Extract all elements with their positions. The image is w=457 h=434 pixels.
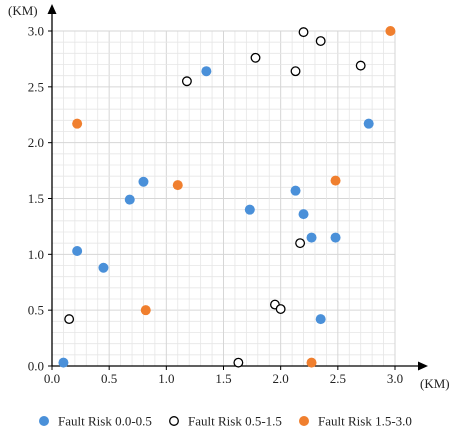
data-point-series-2 [355,60,366,71]
data-point-series-2 [250,52,261,63]
data-point-series-3 [385,26,396,36]
x-tick-label: 1.5 [215,371,231,386]
y-tick-label: 2.5 [28,79,44,94]
data-point-series-3 [72,118,83,129]
legend-label-series-3: Fault Risk 1.5-3.0 [318,414,412,429]
x-tick-label: 0.5 [101,371,117,386]
y-axis-unit: (KM) [8,3,38,18]
x-tick-label: 0.0 [44,371,60,386]
data-point-series-2 [315,36,326,47]
x-tick-label: 1.0 [158,371,174,386]
legend: Fault Risk 0.0-0.5 Fault Risk 0.5-1.5 Faul… [39,414,412,429]
data-point-series-2 [275,304,286,315]
grid [52,30,396,366]
data-point-series-2 [295,238,306,249]
data-point-series-1 [290,185,301,196]
data-point-series-1 [306,232,317,243]
y-tick-label: 0.5 [28,303,44,318]
data-point-series-2 [290,66,301,77]
data-point-series-2 [64,314,75,325]
data-point-series-1 [298,209,309,220]
data-point-series-1 [330,232,341,243]
data-point-series-1 [98,262,109,273]
x-tick-label: 3.0 [387,371,403,386]
data-point-series-1 [124,194,135,205]
data-point-series-2 [298,27,309,38]
data-point-series-2 [181,76,192,87]
y-tick-labels: 0.0 0.5 1.0 1.5 2.0 2.5 3.0 [28,24,44,374]
x-axis-arrow-icon [418,361,428,371]
x-tick-label: 2.0 [273,371,289,386]
x-tick-label: 2.5 [330,371,346,386]
data-point-series-1 [58,357,69,368]
data-point-series-3 [172,180,183,191]
data-point-series-1 [315,314,326,325]
y-tick-label: 0.0 [28,359,44,374]
data-point-series-1 [244,204,255,215]
data-point-series-1 [138,176,149,187]
y-tick-label: 1.5 [28,191,44,206]
legend-marker-series-3 [299,416,309,426]
data-point-series-2 [233,357,244,368]
y-axis-arrow-icon [47,4,57,14]
y-tick-label: 2.0 [28,135,44,150]
data-point-series-3 [306,357,317,368]
x-axis-unit: (KM) [420,376,450,391]
legend-marker-series-1 [39,416,49,426]
data-point-series-3 [140,305,151,316]
data-point-series-1 [72,245,83,256]
data-point-series-3 [330,175,341,186]
legend-marker-series-2 [169,416,179,426]
data-points [58,26,396,368]
legend-label-series-1: Fault Risk 0.0-0.5 [58,414,152,429]
data-point-series-1 [201,66,212,77]
data-point-series-1 [363,118,374,129]
y-tick-label: 3.0 [28,24,44,39]
legend-label-series-2: Fault Risk 0.5-1.5 [188,414,282,429]
x-tick-labels: 0.0 0.5 1.0 1.5 2.0 2.5 3.0 [44,371,403,386]
y-tick-label: 1.0 [28,247,44,262]
